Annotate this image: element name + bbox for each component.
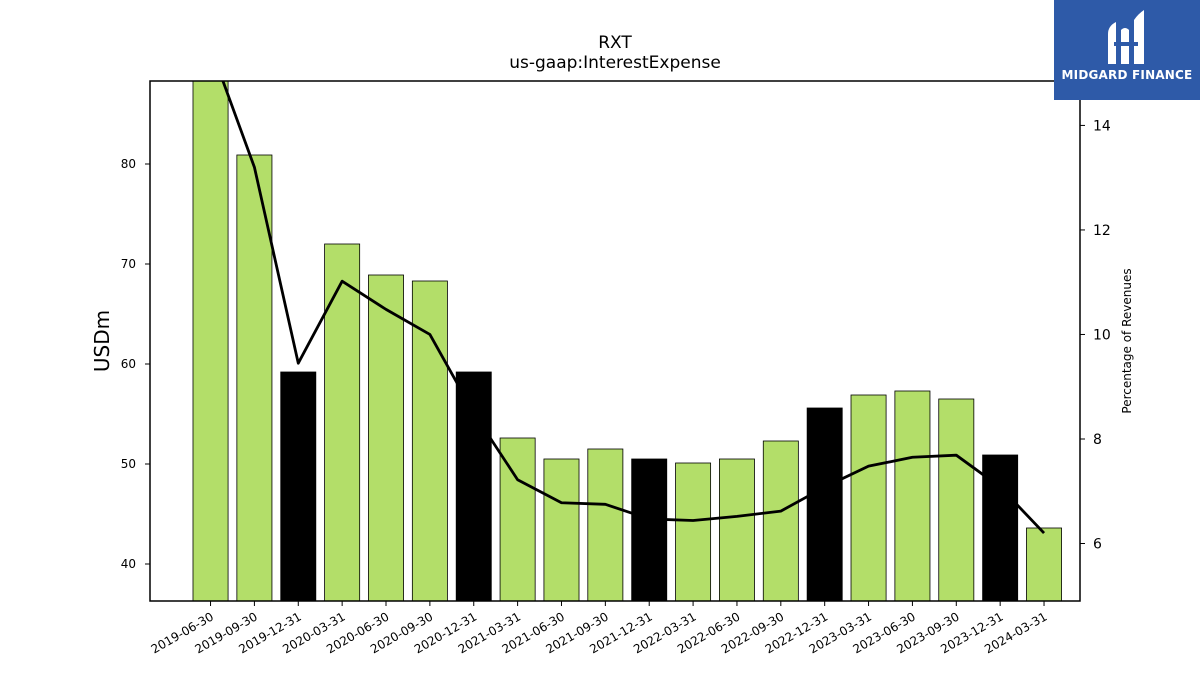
bar-2023-03-31 xyxy=(850,394,887,601)
y-tick-label: 80 xyxy=(121,157,136,171)
chart-subtitle: us-gaap:InterestExpense xyxy=(509,53,721,73)
bar-2022-03-31 xyxy=(675,462,712,601)
midgard-logo-icon xyxy=(1108,10,1144,64)
bar-2022-09-30 xyxy=(762,440,799,601)
bar-2019-09-30 xyxy=(236,154,273,601)
bar-2021-09-30 xyxy=(587,448,624,601)
logo: MIDGARD FINANCE xyxy=(1054,0,1200,100)
y-tick-label: 70 xyxy=(121,257,136,271)
bar-2019-06-30 xyxy=(192,81,229,601)
bar-2024-03-31 xyxy=(1026,527,1062,601)
y2-tick-label: 10 xyxy=(1093,327,1111,343)
chart-title: RXT xyxy=(598,33,632,53)
bars xyxy=(192,81,1062,601)
bar-2022-06-30 xyxy=(719,458,755,601)
percentage-line xyxy=(221,81,1046,535)
bar-2021-12-31 xyxy=(631,458,668,601)
y2-tick-label: 14 xyxy=(1093,118,1111,134)
bar-2019-12-31 xyxy=(280,371,317,601)
bar-2020-12-31 xyxy=(455,371,492,601)
plot-frame xyxy=(149,80,1081,602)
y-tick-label: 60 xyxy=(121,357,136,371)
bar-2023-12-31 xyxy=(982,454,1019,601)
bar-2021-03-31 xyxy=(499,437,536,601)
bar-2023-06-30 xyxy=(894,390,931,601)
y2-tick-label: 6 xyxy=(1093,537,1102,553)
y-tick-label: 40 xyxy=(121,557,136,571)
y2-axis-label: Percentage of Revenues xyxy=(1120,268,1134,413)
bar-2022-12-31 xyxy=(806,407,843,601)
plot-area: 4050607080681012142019-06-302019-09-3020… xyxy=(121,80,1111,656)
bar-2020-03-31 xyxy=(324,243,361,601)
bar-2020-09-30 xyxy=(411,280,448,601)
logo-text: MIDGARD FINANCE xyxy=(1061,68,1193,82)
y-axis-label: USDm xyxy=(90,310,114,372)
bar-2021-06-30 xyxy=(543,458,580,601)
y2-tick-label: 12 xyxy=(1093,223,1111,239)
bar-2023-09-30 xyxy=(938,398,975,601)
bar-2020-06-30 xyxy=(368,274,404,601)
line-series xyxy=(221,81,1046,535)
y-tick-label: 50 xyxy=(121,457,136,471)
y2-tick-label: 8 xyxy=(1093,432,1102,448)
